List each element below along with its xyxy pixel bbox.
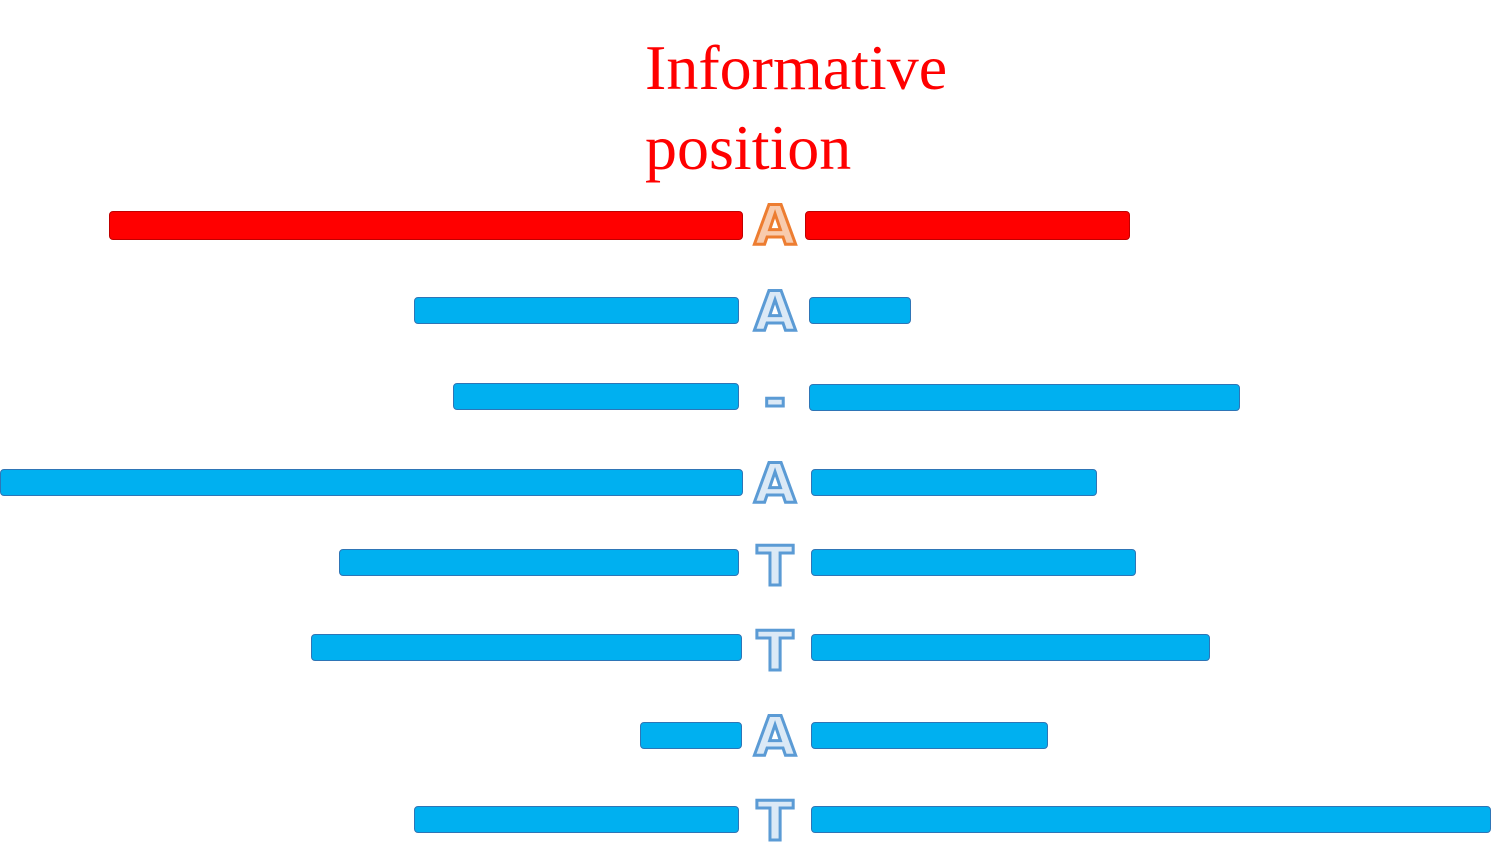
read-1-right-segment (809, 297, 911, 324)
read-1-base-letter: A (753, 280, 798, 343)
read-3-right-segment (811, 469, 1097, 496)
read-7-left-segment (414, 806, 739, 833)
title-line-2: position (645, 112, 852, 183)
read-4-right-segment (811, 549, 1136, 576)
reference-base-letter: A (753, 194, 798, 257)
read-7-base-letter: T (755, 790, 795, 853)
read-6-left-segment (640, 722, 742, 749)
reference-left-segment (109, 211, 743, 240)
read-2-left-segment (453, 383, 739, 410)
read-6-right-segment (811, 722, 1048, 749)
read-6-base-letter: A (753, 705, 798, 768)
title-line-1: Informative (645, 32, 948, 103)
read-4-base-letter: T (755, 535, 795, 598)
read-2-right-segment (809, 384, 1240, 411)
read-5-left-segment (311, 634, 742, 661)
read-7-right-segment (811, 806, 1491, 833)
read-1-left-segment (414, 297, 739, 324)
diagram-title: Informative position (645, 28, 1065, 188)
read-4-left-segment (339, 549, 739, 576)
reference-right-segment (805, 211, 1130, 240)
read-2-gap-symbol: - (762, 368, 787, 431)
read-3-left-segment (0, 469, 743, 496)
read-3-base-letter: A (753, 452, 798, 515)
read-5-right-segment (811, 634, 1210, 661)
read-5-base-letter: T (755, 620, 795, 683)
